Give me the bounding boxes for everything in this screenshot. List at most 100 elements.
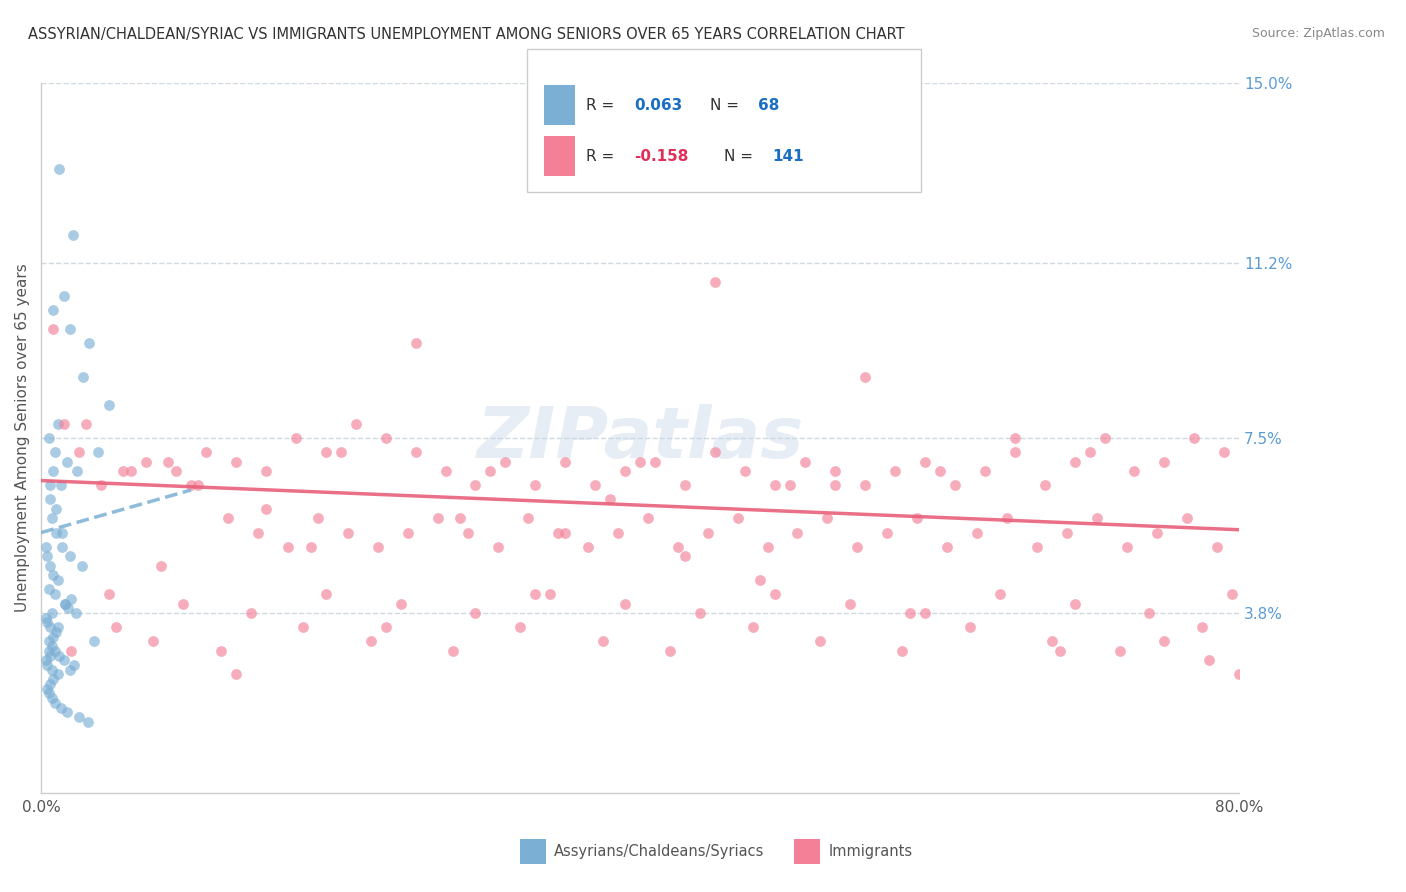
Point (48, 161, 70, 176)
Point (34, 653, 56, 667)
Point (135, 455, 157, 469)
Point (824, 478, 846, 492)
Point (180, 478, 202, 492)
Point (254, 464, 277, 478)
Point (966, 525, 988, 540)
Point (55, 705, 77, 719)
Point (995, 511, 1018, 525)
Point (45, 502, 67, 516)
Point (149, 558, 172, 573)
Point (494, 455, 516, 469)
Point (741, 620, 763, 634)
Point (37, 681, 59, 696)
Point (77, 336, 100, 351)
Point (277, 540, 299, 554)
Point (1033, 478, 1056, 492)
Point (1094, 431, 1116, 445)
Point (486, 540, 509, 554)
Point (97, 587, 120, 601)
Point (524, 478, 547, 492)
Point (39, 492, 62, 507)
Point (1191, 620, 1213, 634)
Point (1108, 644, 1130, 658)
Point (1213, 445, 1236, 459)
Point (41, 639, 63, 653)
Point (434, 464, 457, 478)
Point (60, 644, 83, 658)
Point (65, 606, 87, 620)
Point (52, 289, 75, 303)
Point (112, 464, 135, 478)
Point (41, 663, 63, 677)
Point (225, 667, 247, 681)
Point (72, 369, 94, 384)
Point (90, 478, 112, 492)
Point (637, 511, 659, 525)
Point (60, 591, 83, 606)
Point (67, 445, 90, 459)
Point (52, 417, 75, 431)
Point (450, 511, 472, 525)
Point (457, 525, 479, 540)
Point (479, 464, 502, 478)
Point (988, 587, 1011, 601)
Point (606, 525, 628, 540)
Point (838, 597, 860, 611)
Point (209, 644, 232, 658)
Point (42, 630, 65, 644)
Point (1146, 525, 1168, 540)
Point (644, 455, 666, 469)
Point (824, 464, 846, 478)
Point (49, 700, 72, 714)
Point (38, 431, 60, 445)
Point (37, 615, 59, 630)
Point (44, 644, 66, 658)
Point (883, 464, 905, 478)
Point (46, 417, 69, 431)
Point (49, 478, 72, 492)
Point (727, 511, 749, 525)
Text: N =: N = (710, 98, 744, 112)
Point (41, 606, 63, 620)
Point (42, 568, 65, 582)
Point (39, 558, 62, 573)
Point (39, 478, 62, 492)
Point (1153, 455, 1175, 469)
Point (1056, 525, 1078, 540)
Point (749, 573, 772, 587)
Point (808, 634, 831, 648)
Text: ZIPatlas: ZIPatlas (477, 403, 804, 473)
Point (786, 525, 808, 540)
Point (898, 606, 921, 620)
Point (187, 478, 209, 492)
Point (1184, 431, 1206, 445)
Point (52, 653, 75, 667)
Point (42, 322, 65, 336)
Point (914, 455, 936, 469)
Point (396, 525, 419, 540)
Point (846, 540, 869, 554)
Point (39, 620, 62, 634)
Point (1026, 540, 1049, 554)
Point (763, 478, 786, 492)
Point (794, 455, 817, 469)
Point (39, 648, 62, 663)
Point (614, 464, 637, 478)
Point (936, 540, 959, 554)
Point (329, 445, 352, 459)
Point (509, 620, 531, 634)
Point (756, 540, 779, 554)
Point (37, 549, 59, 564)
Point (38, 686, 60, 700)
Point (1063, 597, 1085, 611)
Point (70, 558, 93, 573)
Point (817, 511, 839, 525)
Text: 68: 68 (758, 98, 779, 112)
Point (554, 525, 576, 540)
Point (914, 606, 936, 620)
Point (315, 587, 337, 601)
Point (34, 540, 56, 554)
Point (165, 464, 187, 478)
Point (405, 336, 427, 351)
Point (120, 464, 142, 478)
